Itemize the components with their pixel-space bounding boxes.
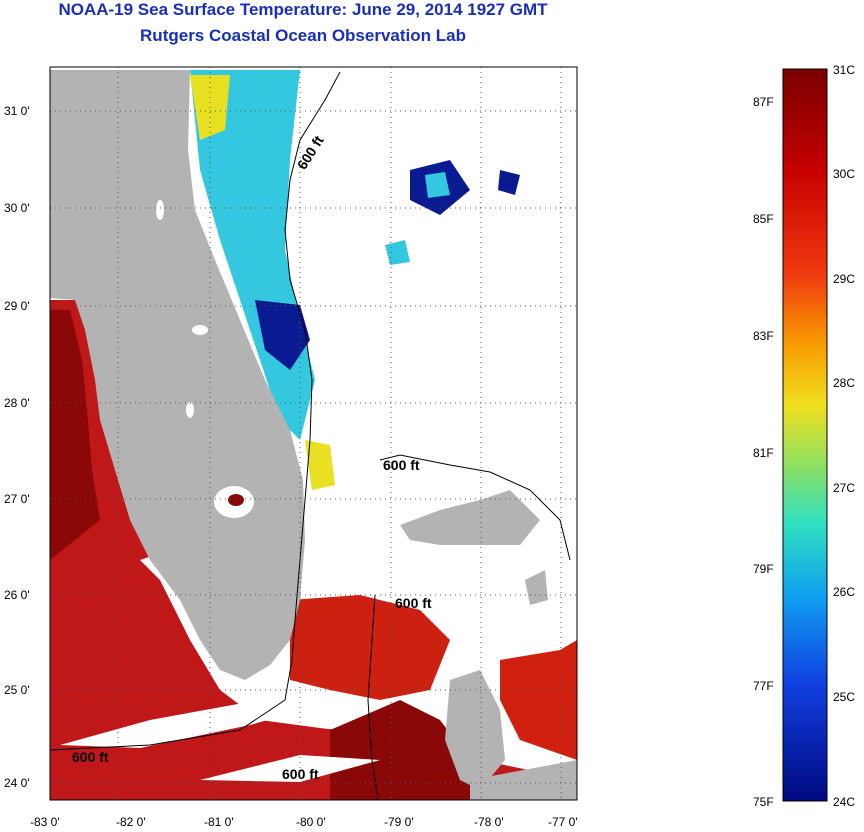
- gulf-warm-water: [50, 300, 577, 800]
- celsius-label: 31C: [833, 63, 855, 77]
- fahrenheit-label: 79F: [753, 562, 774, 576]
- fahrenheit-label: 77F: [753, 679, 774, 693]
- east-coast-dark-blue: [255, 300, 310, 370]
- isobath-line-east: [49, 71, 341, 751]
- contour-label-bahamas: 600 ft: [383, 457, 420, 473]
- plot-frame: [49, 66, 578, 801]
- inland-lake-2: [192, 325, 208, 335]
- fahrenheit-label: 81F: [753, 446, 774, 460]
- map-subtitle: Rutgers Coastal Ocean Observation Lab: [140, 26, 466, 45]
- hot-water-patch: [50, 310, 100, 560]
- southeast-warm-water: [500, 640, 577, 760]
- hot-water-south: [330, 700, 470, 800]
- offshore-patch-4: [498, 170, 520, 195]
- lon-label: -82 0': [116, 815, 146, 829]
- lat-label: 26 0': [4, 588, 30, 602]
- contour-label-south: 600 ft: [282, 766, 319, 782]
- celsius-label: 29C: [833, 272, 855, 286]
- colorbar-celsius-labels: 31C 30C 29C 28C 27C 26C 25C 24C: [833, 63, 855, 809]
- lat-label: 30 0': [4, 201, 30, 215]
- lat-label: 27 0': [4, 492, 30, 506]
- lon-label: -79 0': [384, 815, 414, 829]
- lon-label: -78 0': [474, 815, 504, 829]
- lon-label: -77 0': [548, 815, 578, 829]
- contour-label-southwest: 600 ft: [72, 749, 109, 765]
- fahrenheit-label: 85F: [753, 212, 774, 226]
- lat-label: 31 0': [4, 104, 30, 118]
- lon-label: -80 0': [296, 815, 326, 829]
- fahrenheit-label: 83F: [753, 329, 774, 343]
- latitude-labels: 31 0' 30 0' 29 0' 28 0' 27 0' 26 0' 25 0…: [4, 104, 30, 790]
- celsius-label: 27C: [833, 481, 855, 495]
- colorbar: [782, 68, 828, 802]
- graticule: [50, 67, 577, 800]
- longitude-labels: -83 0' -82 0' -81 0' -80 0' -79 0' -78 0…: [30, 815, 578, 829]
- celsius-label: 30C: [833, 167, 855, 181]
- colorbar-fahrenheit-labels: 87F 85F 83F 81F 79F 77F 75F: [753, 95, 774, 809]
- yellow-patch-east: [305, 440, 335, 490]
- straits-warm-water: [290, 595, 450, 700]
- celsius-label: 26C: [833, 585, 855, 599]
- bahamas-east: [525, 570, 548, 605]
- celsius-label: 28C: [833, 376, 855, 390]
- map-layers: [50, 70, 577, 800]
- offshore-patch-2: [425, 172, 450, 198]
- isobath-line-bahama: [379, 454, 571, 561]
- cloud-streak-2: [200, 755, 380, 782]
- andros-island: [445, 670, 505, 790]
- lat-label: 24 0': [4, 776, 30, 790]
- lat-label: 25 0': [4, 683, 30, 697]
- fahrenheit-label: 75F: [753, 795, 774, 809]
- celsius-label: 25C: [833, 690, 855, 704]
- map-title: NOAA-19 Sea Surface Temperature: June 29…: [58, 0, 548, 19]
- isobath-line-south: [367, 594, 379, 801]
- cloud-streak-1: [60, 700, 320, 748]
- celsius-label: 24C: [833, 795, 855, 809]
- lat-label: 28 0': [4, 396, 30, 410]
- lake-okeechobee-warm: [228, 494, 244, 506]
- offshore-patch-3: [385, 240, 410, 265]
- inland-lake-3: [186, 402, 194, 418]
- lon-label: -81 0': [204, 815, 234, 829]
- florida-land: [50, 70, 305, 680]
- lat-label: 29 0': [4, 299, 30, 313]
- contour-label-straits: 600 ft: [395, 595, 432, 611]
- fahrenheit-label: 87F: [753, 95, 774, 109]
- grand-bahama: [400, 490, 540, 545]
- cuba-coast: [470, 760, 577, 800]
- lon-label: -83 0': [30, 815, 60, 829]
- inland-lake-1: [156, 200, 164, 220]
